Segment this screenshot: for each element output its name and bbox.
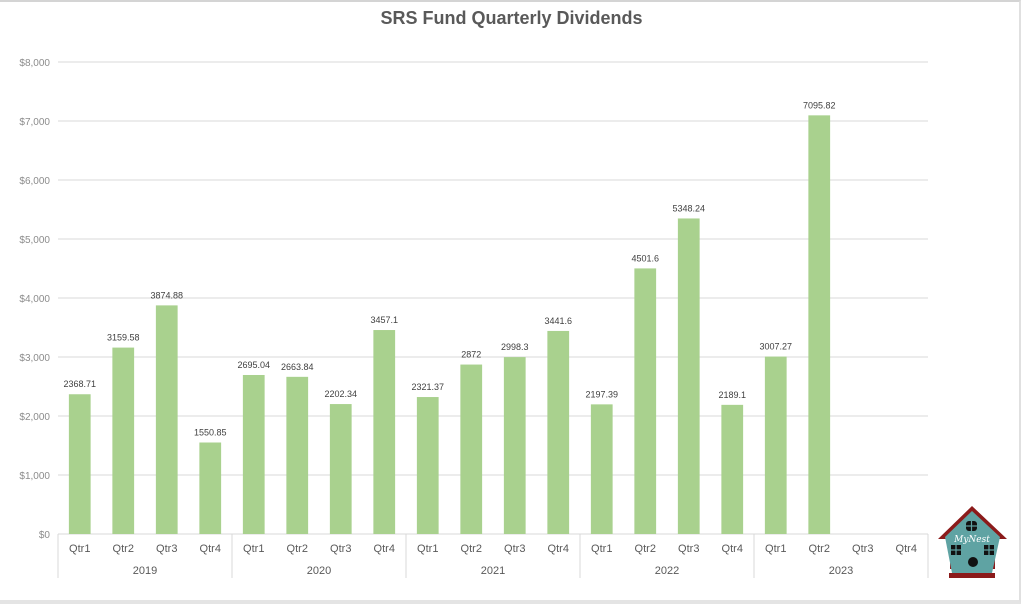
birdhouse-icon: MyNest xyxy=(938,506,1007,578)
mynest-logo: MyNest xyxy=(935,503,1010,581)
bar xyxy=(677,218,700,534)
bar xyxy=(808,115,831,534)
bar xyxy=(547,330,570,534)
x-tick-label: Qtr2 xyxy=(113,543,134,555)
x-tick-label: Qtr1 xyxy=(243,543,264,555)
bar xyxy=(460,364,483,534)
data-label: 2321.37 xyxy=(411,382,444,392)
data-label: 4501.6 xyxy=(631,253,659,263)
data-label: 2197.39 xyxy=(585,389,618,399)
y-tick-label: $4,000 xyxy=(19,294,50,305)
bar xyxy=(634,268,657,534)
x-tick-label: Qtr4 xyxy=(896,543,917,555)
x-tick-label: Qtr2 xyxy=(287,543,308,555)
bar xyxy=(503,357,526,534)
x-tick-label: Qtr4 xyxy=(722,543,743,555)
y-tick-label: $0 xyxy=(39,530,51,541)
y-tick-label: $3,000 xyxy=(19,353,50,364)
bar xyxy=(329,404,352,534)
x-tick-label: Qtr1 xyxy=(417,543,438,555)
x-tick-label: Qtr2 xyxy=(461,543,482,555)
bar xyxy=(199,442,222,534)
y-tick-label: $5,000 xyxy=(19,235,50,246)
x-tick-label: Qtr4 xyxy=(548,543,569,555)
data-label: 3457.1 xyxy=(370,315,398,325)
y-tick-label: $6,000 xyxy=(19,176,50,187)
x-tick-label: Qtr4 xyxy=(200,543,221,555)
data-label: 2202.34 xyxy=(324,389,357,399)
data-label: 5348.24 xyxy=(672,203,705,213)
bar xyxy=(416,397,439,534)
x-tick-label: Qtr1 xyxy=(591,543,612,555)
x-group-label: 2020 xyxy=(307,565,331,577)
data-label: 3159.58 xyxy=(107,333,140,343)
y-tick-label: $2,000 xyxy=(19,412,50,423)
x-tick-label: Qtr3 xyxy=(330,543,351,555)
bar xyxy=(112,347,135,534)
data-label: 2695.04 xyxy=(237,360,270,370)
x-tick-label: Qtr3 xyxy=(678,543,699,555)
x-tick-label: Qtr4 xyxy=(374,543,395,555)
data-label: 2872 xyxy=(461,350,481,360)
data-label: 1550.85 xyxy=(194,427,227,437)
y-tick-label: $8,000 xyxy=(19,58,50,69)
data-label: 2368.71 xyxy=(63,379,96,389)
bar xyxy=(764,356,787,534)
x-tick-label: Qtr1 xyxy=(69,543,90,555)
bar xyxy=(373,330,396,534)
data-label: 3874.88 xyxy=(150,290,183,300)
x-tick-label: Qtr2 xyxy=(635,543,656,555)
data-label: 3441.6 xyxy=(544,316,572,326)
x-group-label: 2021 xyxy=(481,565,505,577)
y-tick-label: $1,000 xyxy=(19,471,50,482)
x-tick-label: Qtr2 xyxy=(809,543,830,555)
x-group-label: 2019 xyxy=(133,565,157,577)
data-label: 7095.82 xyxy=(803,100,836,110)
bar xyxy=(68,394,91,534)
data-label: 2189.1 xyxy=(718,390,746,400)
logo-text: MyNest xyxy=(953,535,990,545)
x-group-label: 2022 xyxy=(655,565,679,577)
x-tick-label: Qtr3 xyxy=(852,543,873,555)
x-tick-label: Qtr1 xyxy=(765,543,786,555)
x-tick-label: Qtr3 xyxy=(504,543,525,555)
data-label: 2998.3 xyxy=(501,342,529,352)
bar xyxy=(242,374,265,534)
y-tick-label: $7,000 xyxy=(19,117,50,128)
bar xyxy=(590,404,613,534)
data-label: 3007.27 xyxy=(759,342,792,352)
bar xyxy=(155,305,178,534)
bar xyxy=(286,376,309,534)
x-tick-label: Qtr3 xyxy=(156,543,177,555)
data-label: 2663.84 xyxy=(281,362,314,372)
bar xyxy=(721,404,744,534)
x-group-label: 2023 xyxy=(829,565,853,577)
chart-title: SRS Fund Quarterly Dividends xyxy=(380,8,643,28)
